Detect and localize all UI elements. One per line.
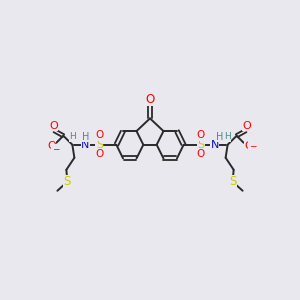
Text: O: O: [196, 130, 205, 140]
Text: O: O: [242, 121, 251, 131]
Text: H: H: [216, 132, 223, 142]
Text: −: −: [249, 141, 256, 150]
Text: O: O: [49, 121, 58, 131]
Text: O: O: [244, 141, 253, 151]
Text: N: N: [210, 140, 219, 150]
Text: O: O: [95, 130, 103, 140]
Text: S: S: [96, 140, 103, 150]
Text: O: O: [95, 149, 103, 159]
Text: H: H: [69, 132, 76, 141]
Text: H: H: [82, 132, 89, 142]
Text: S: S: [197, 140, 204, 150]
Text: N: N: [81, 140, 90, 150]
Text: O: O: [196, 149, 205, 159]
Text: O: O: [47, 141, 56, 151]
Text: H: H: [224, 132, 231, 141]
Text: O: O: [146, 93, 154, 106]
Text: S: S: [64, 175, 71, 188]
Text: −: −: [52, 144, 59, 153]
Text: S: S: [229, 175, 236, 188]
